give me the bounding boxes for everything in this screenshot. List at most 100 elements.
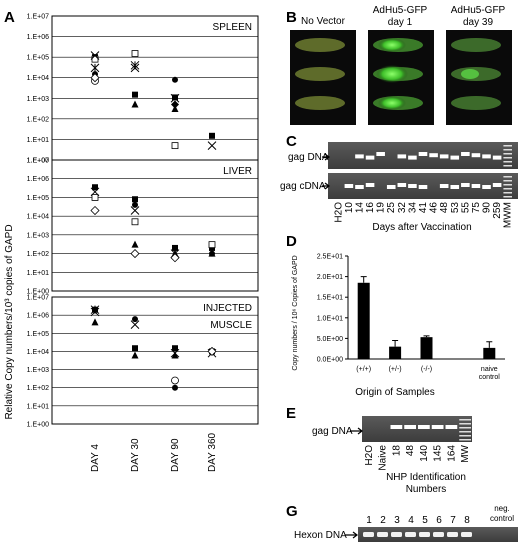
y-tick-label: 1.E+01 <box>27 270 49 277</box>
data-point-filled-square <box>132 91 138 98</box>
gel-g-lane-label: 8 <box>464 515 470 526</box>
y-tick-label: 1.E+01 <box>27 403 49 410</box>
d-x-tick-label: (-/-) <box>421 366 432 373</box>
panel-e-gel: gag DNA H2O Naive 18 48 140 145 164 MW NHP Iden… <box>312 416 472 495</box>
data-point-x <box>207 141 217 150</box>
gel-c-lane-label: 55 <box>460 202 471 214</box>
data-point-filled-square <box>132 345 138 352</box>
data-point-asterisk <box>130 60 140 70</box>
y-tick-label: 1.E+05 <box>27 55 49 62</box>
gel-band <box>471 184 481 188</box>
gel-e-lane-label: 48 <box>405 445 416 457</box>
gel-g-lane-label: 7 <box>450 515 456 526</box>
y-tick-label: 1.E+04 <box>27 75 49 82</box>
d-x-tick-label: naive <box>481 366 498 373</box>
gel-band <box>419 532 430 537</box>
gel-e-lane-label: 140 <box>419 445 430 462</box>
gel-ladder-band <box>459 431 471 433</box>
data-point-filled-diamond <box>171 100 179 109</box>
gel-band <box>355 185 364 189</box>
gel-band <box>447 532 458 537</box>
gel-c-lane-label: MWM <box>503 202 514 228</box>
gel-ladder-band <box>459 435 471 437</box>
y-tick-label: 1.E+06 <box>27 313 49 320</box>
data-point-asterisk <box>90 63 100 73</box>
y-tick-label: 1.E+06 <box>27 176 49 183</box>
gel-c-row1-label: gag DNA <box>288 152 329 163</box>
panel-b-label-2a: AdHu5-GFP <box>373 5 428 16</box>
data-point-x <box>90 51 100 60</box>
d-y-tick-label: 2.0E+01 <box>317 274 343 281</box>
gel-band <box>450 155 460 160</box>
data-point-filled-triangle <box>131 240 139 248</box>
data-point-x <box>130 320 140 329</box>
gel-g-lane-label: 1 <box>366 515 372 526</box>
panel-b-label-2b: day 1 <box>388 17 413 28</box>
gel-ladder-band <box>503 165 512 167</box>
data-point-open-diamond <box>207 346 217 356</box>
d-bar <box>389 346 402 359</box>
data-point-open-square <box>208 241 216 249</box>
subplot-title: LIVER <box>223 166 252 177</box>
gel-band <box>397 183 407 187</box>
subplot-title: INJECTED <box>203 303 252 314</box>
data-point-filled-circle <box>132 316 138 323</box>
x-tick-label: DAY 360 <box>207 432 218 472</box>
panel-a-subplot-2: 1.E+07 1.E+06 1.E+05 1.E+04 1.E+03 1.E+02 1.E+… <box>27 158 259 296</box>
panel-b-letter: B <box>286 9 297 26</box>
data-point-open-square <box>131 218 139 226</box>
data-point-open-square <box>91 194 99 201</box>
panel-d-chart: 0.0E+00 5.0E+00 1.0E+01 1.5E+01 2.0E+01 2.5E+… <box>317 254 505 381</box>
subplot-frame <box>51 296 259 425</box>
data-point-open-circle <box>171 376 179 385</box>
gel-band <box>482 185 491 189</box>
panel-g-letter: G <box>286 503 298 520</box>
gel-c-row2-label: gag cDNA <box>280 181 326 192</box>
panel-e-letter: E <box>286 405 296 422</box>
d-error-bar <box>486 341 493 348</box>
gel-ladder-band <box>459 423 471 425</box>
data-point-open-diamond <box>90 73 100 83</box>
panel-a-subplot-3: 1.E+07 1.E+06 1.E+05 1.E+04 1.E+03 1.E+02 1.E+… <box>27 295 259 429</box>
y-tick-label: 1.E+00 <box>27 289 49 296</box>
gel-band <box>397 154 407 159</box>
d-y-tick-label: 5.0E+00 <box>317 336 343 343</box>
panel-b-label-1a: No Vector <box>301 16 346 27</box>
gel-band <box>408 155 417 160</box>
gel-e-lane-label: 18 <box>391 445 402 457</box>
d-bar <box>483 347 496 359</box>
panel-d-letter: D <box>286 233 297 250</box>
gel-c-lane-label: 75 <box>471 202 482 214</box>
gel-ladder-band <box>503 196 512 198</box>
gel-e-lane-label: H2O <box>364 445 375 466</box>
data-point-filled-circle <box>132 201 138 208</box>
gel-ladder-band <box>503 184 512 186</box>
gel-band <box>377 532 388 537</box>
d-x-tick-label: (+/+) <box>356 366 371 373</box>
data-point-x <box>130 206 140 215</box>
y-tick-label: 1.E+04 <box>27 214 49 221</box>
gel-g-lane-label: 6 <box>436 515 442 526</box>
gel-band <box>492 155 502 160</box>
data-point-x <box>90 187 100 197</box>
y-tick-label: 1.E+03 <box>27 96 49 103</box>
gel-band <box>386 185 396 189</box>
panel-c-letter: C <box>286 133 297 150</box>
y-tick-label: 1.E+07 <box>27 295 49 302</box>
y-tick-label: 1.E+07 <box>27 158 49 165</box>
data-point-filled-triangle <box>171 351 179 359</box>
gel-ladder-band <box>503 180 512 182</box>
gel-band <box>418 152 428 156</box>
d-bar <box>420 337 433 359</box>
gel-ladder-band <box>503 192 512 194</box>
gel-band <box>492 183 502 187</box>
gel-ladder-band <box>459 439 471 441</box>
y-tick-label: 1.E+05 <box>27 195 49 202</box>
gel-c-lane-label: 48 <box>439 202 450 214</box>
gel-band <box>433 532 444 537</box>
d-error-bar <box>423 335 430 338</box>
gel-g-row-label: Hexon DNA <box>294 530 347 541</box>
gel-c-lane-label: 46 <box>429 202 440 214</box>
data-point-open-diamond <box>130 249 140 259</box>
